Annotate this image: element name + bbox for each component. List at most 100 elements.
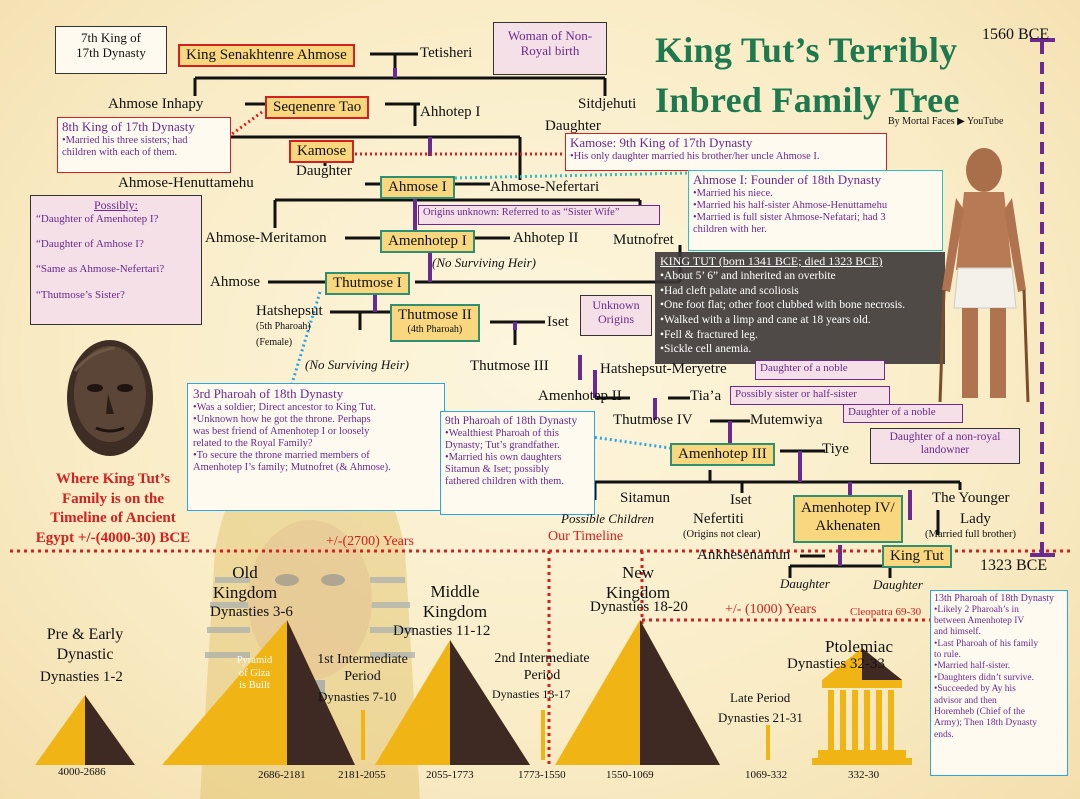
period-new-years: 1550-1069 <box>606 769 654 781</box>
period-pre-years: 4000-2686 <box>58 766 106 778</box>
eighth-king-title: 8th King of 17th Dynasty <box>62 119 195 134</box>
tiye-name: Tiye <box>822 441 849 457</box>
king-tut-facts-body: •About 5’ 6” and inherited an overbite •… <box>660 269 906 356</box>
kamose-box: Kamose <box>289 140 355 163</box>
third-pharoah-title: 3rd Pharoah of 18th Dynasty <box>193 386 344 401</box>
period-pre-name: Pre & Early Dynastic <box>46 626 124 663</box>
ninth-pharoah-body: •Wealthiest Pharoah of this Dynasty; Tut… <box>445 428 564 488</box>
nefertiti-name: Nefertiti <box>693 511 744 527</box>
mutemwiya-name: Mutemwiya <box>750 412 823 428</box>
possible-children: Possible Children <box>561 511 655 526</box>
period-middle-name: Middle Kingdom <box>422 582 488 622</box>
sitdjehuti-name: Sitdjehuti <box>578 96 637 112</box>
thutmose4-name: Thutmose IV <box>613 412 693 428</box>
year-bottom: 1323 BCE <box>980 557 1048 574</box>
iset-name-2: Iset <box>730 492 752 508</box>
ahmose1-note: Ahmose I: Founder of 18th Dynasty •Marri… <box>688 170 943 251</box>
period-middle-years: 2055-1773 <box>426 769 474 781</box>
period-middle-dyn: Dynasties 11-12 <box>393 623 491 639</box>
thutmose2-box: Thutmose II (4th Pharoah) <box>390 304 480 342</box>
tetisheri-name: Tetisheri <box>420 45 473 61</box>
daughter-name-1: Daughter <box>545 118 601 134</box>
possibly-title: Possibly: <box>93 198 138 212</box>
unknown-origins-note: Unknown Origins <box>580 295 652 336</box>
daughter-name-4: Daughter <box>873 577 923 592</box>
third-pharoah-body: •Was a soldier; Direct ancestor to King … <box>193 401 391 474</box>
thutmose2-label: Thutmose II <box>398 307 472 323</box>
ahmose-inhapy-name: Ahmose Inhapy <box>108 96 204 112</box>
hatshepsut-meryetre-name: Hatshepsut-Meryetre <box>600 361 727 377</box>
tiaa-name: Tia’a <box>690 388 722 404</box>
no-heir-1: (No Surviving Heir) <box>432 255 536 270</box>
ahmose1-note-title: Ahmose I: Founder of 18th Dynasty <box>693 172 882 187</box>
amenhotep1-box: Amenhotep I <box>380 230 475 253</box>
the-younger-name: The Younger <box>932 490 1010 506</box>
our-timeline-label: Our Timeline <box>548 529 624 544</box>
pyramid-giza-label: Pyramid of Giza is Built <box>236 655 273 692</box>
mummy-head-image <box>67 340 153 456</box>
mutnofret-name: Mutnofret <box>613 232 674 248</box>
possibly-sister-note: Possibly sister or half-sister <box>730 386 890 405</box>
period-second-name: 2nd Intermediate Period <box>494 651 590 683</box>
third-pharoah-note: 3rd Pharoah of 18th Dynasty •Was a soldi… <box>187 383 445 511</box>
period-old-dyn: Dynasties 3-6 <box>210 604 293 620</box>
period-old-years: 2686-2181 <box>258 769 306 781</box>
title-line-2: Inbred Family Tree <box>655 80 960 120</box>
thutmose2-sub: (4th Pharoah) <box>407 324 463 335</box>
thirteenth-pharoah-body: •Likely 2 Pharoah’s in between Amenhotep… <box>934 604 1039 740</box>
nefertiti-sub: (Origins not clear) <box>683 529 761 540</box>
span-2700: +/-(2700) Years <box>326 534 414 549</box>
period-late-years: 1069-332 <box>745 769 788 781</box>
thirteenth-pharoah-note: 13th Pharoah of 18th Dynasty •Likely 2 P… <box>930 590 1068 776</box>
hatshepsut-sub-2: (Female) <box>256 337 293 348</box>
kamose-note: Kamose: 9th King of 17th Dynasty •His on… <box>565 133 887 171</box>
ahmose-name: Ahmose <box>210 274 260 290</box>
daughter-noble-note-1: Daughter of a noble <box>755 360 885 380</box>
period-late-name: Late Period <box>730 690 791 705</box>
lady-sub: (Married full brother) <box>925 529 1016 540</box>
lady-name: Lady <box>960 511 991 527</box>
period-first-dyn: Dynasties 7-10 <box>318 689 397 704</box>
ankhesenamun-name: Ankhesenamun <box>697 547 791 563</box>
woman-nonroyal-note: Woman of Non- Royal birth <box>493 22 607 75</box>
period-second-years: 1773-1550 <box>518 769 566 781</box>
seventh-king-note: 7th King of 17th Dynasty <box>55 26 167 74</box>
seqenenre-box: Seqenenre Tao <box>265 96 370 119</box>
byline: By Mortal Faces ▶ YouTube <box>888 116 1004 127</box>
period-new-name: New Kingdom <box>605 563 671 603</box>
period-late-dyn: Dynasties 21-31 <box>718 710 803 725</box>
king-tut-figure <box>938 148 1030 403</box>
akhenaten-box: Amenhotep IV/ Akhenaten <box>793 495 903 543</box>
kamose-body: •His only daughter married his brother/h… <box>570 150 820 162</box>
thutmose1-box: Thutmose I <box>325 272 410 295</box>
amenhotep3-box: Amenhotep III <box>670 443 775 466</box>
period-first-name: 1st Intermediate Period <box>317 652 408 684</box>
senakhtenre-box: King Senakhtenre Ahmose <box>178 44 355 67</box>
ninth-pharoah-note: 9th Pharoah of 18th Dynasty •Wealthiest … <box>440 411 595 515</box>
span-1000: +/- (1000) Years <box>725 602 817 617</box>
possibly-body: “Daughter of Amenhotep I? “Daughter of A… <box>36 212 165 301</box>
period-old-name: Old Kingdom <box>212 563 278 603</box>
timeline-pyramids <box>35 620 912 765</box>
eighth-king-body: •Married his three sisters; had children… <box>62 134 188 158</box>
thirteenth-pharoah-title: 13th Pharoah of 18th Dynasty <box>934 593 1054 604</box>
eighth-king-note: 8th King of 17th Dynasty •Married his th… <box>57 117 231 173</box>
amenhotep2-name: Amenhotep II <box>538 388 622 404</box>
period-ptol-name: Ptolemiac <box>825 637 893 656</box>
title-line-1: King Tut’s Terribly <box>655 30 958 70</box>
period-pre-dyn: Dynasties 1-2 <box>40 669 123 685</box>
ahmose-henuttamehu-name: Ahmose-Henuttamehu <box>118 175 254 191</box>
king-tut-facts: KING TUT (born 1341 BCE; died 1323 BCE) … <box>655 252 945 364</box>
king-tut-facts-title: KING TUT (born 1341 BCE; died 1323 BCE) <box>660 254 883 268</box>
ahhotep2-name: Ahhotep II <box>513 230 579 246</box>
ahhotep1-name: Ahhotep I <box>420 104 481 120</box>
no-heir-2: (No Surviving Heir) <box>305 357 409 372</box>
iset-name-1: Iset <box>547 314 569 330</box>
period-first-years: 2181-2055 <box>338 769 386 781</box>
ahmose-nefertari-name: Ahmose-Nefertari <box>490 179 600 195</box>
daughter-name-2: Daughter <box>296 163 352 179</box>
daughter-noble-note-2: Daughter of a noble <box>843 404 963 423</box>
period-second-dyn: Dynasties 13-17 <box>492 687 571 701</box>
